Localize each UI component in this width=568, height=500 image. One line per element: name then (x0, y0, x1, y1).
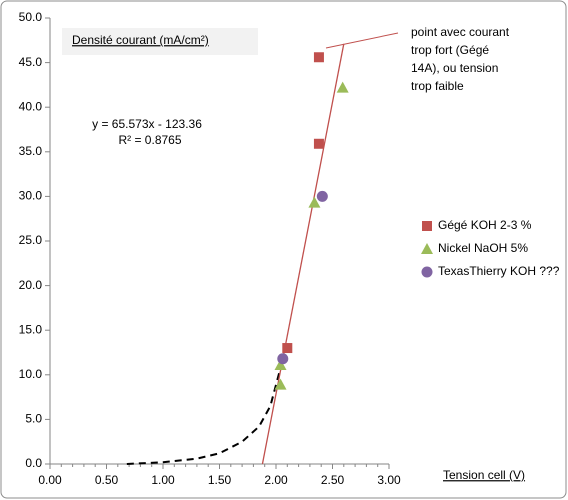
annotation-line: trop faible (411, 79, 464, 93)
data-point (316, 190, 328, 202)
y-tick-label: 30.0 (19, 189, 43, 203)
data-point (274, 378, 287, 390)
data-point (313, 52, 324, 63)
y-tick-label: 45.0 (19, 55, 43, 69)
y-tick-label: 40.0 (19, 99, 43, 113)
data-point (308, 196, 321, 208)
trendline (261, 43, 345, 465)
y-tick-label: 10.0 (19, 367, 43, 381)
legend-marker (421, 243, 433, 254)
annotation-line: 14A), ou tension (411, 61, 498, 75)
y-tick-label: 25.0 (19, 233, 43, 247)
title-box (62, 28, 258, 55)
x-axis-title: Tension cell (V) (443, 468, 525, 482)
x-tick-label: 0.00 (38, 473, 62, 487)
annotation-line: trop fort (Gégé (411, 43, 489, 57)
chart-title: Densité courant (mA/cm²) (72, 33, 209, 47)
x-tick-label: 1.50 (208, 473, 232, 487)
legend-marker (422, 221, 432, 231)
y-tick-label: 5.0 (25, 412, 42, 426)
x-tick-label: 2.00 (264, 473, 288, 487)
trend-equation: y = 65.573x - 123.36 (92, 117, 202, 131)
dashed-curve (126, 371, 281, 465)
legend-label: Nickel NaOH 5% (438, 241, 528, 255)
annotation-line: point avec courant (411, 25, 510, 39)
data-point (336, 81, 349, 93)
y-tick-label: 20.0 (19, 278, 43, 292)
data-point (274, 358, 287, 370)
annotation: point avec courant trop fort (Gégé 14A), o… (411, 25, 510, 93)
trend-r2: R² = 0.8765 (118, 133, 181, 147)
annotation-leader (325, 32, 399, 49)
data-point (277, 353, 289, 365)
y-tick-label: 35.0 (19, 144, 43, 158)
x-tick-label: 0.50 (95, 473, 119, 487)
y-tick-label: 15.0 (19, 322, 43, 336)
x-tick-label: 1.00 (151, 473, 175, 487)
legend-marker (421, 266, 433, 278)
data-point (282, 343, 293, 354)
legend-label: TexasThierry KOH ??? (438, 264, 560, 278)
y-tick-label: 50.0 (19, 10, 43, 24)
legend-label: Gégé KOH 2-3 % (438, 218, 532, 232)
x-tick-label: 3.00 (377, 473, 401, 487)
data-point (313, 138, 324, 149)
y-tick-label: 0.0 (25, 456, 42, 470)
x-tick-label: 2.50 (321, 473, 345, 487)
